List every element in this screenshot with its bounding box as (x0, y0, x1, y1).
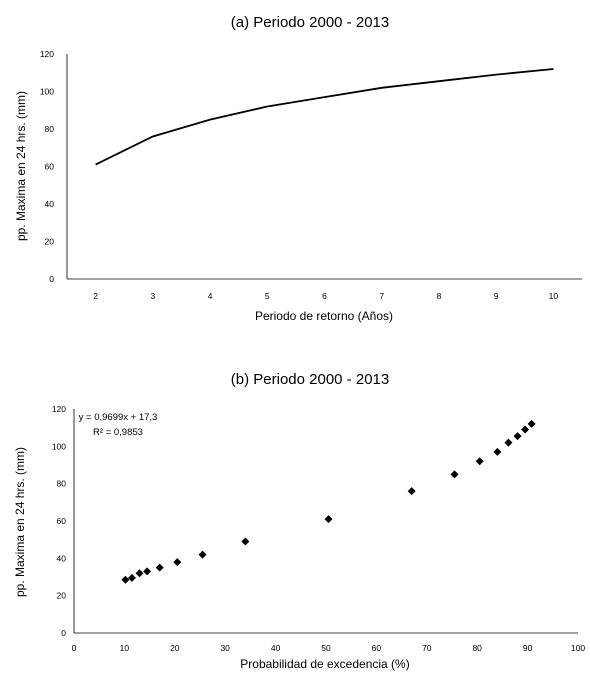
chart-b-x-tick-label: 20 (170, 643, 180, 653)
chart-b-data-point (173, 558, 182, 567)
chart-a-x-tick-label: 2 (93, 291, 98, 301)
chart-a-x-tick-label: 3 (150, 291, 155, 301)
chart-a-title: (a) Periodo 2000 - 2013 (231, 14, 389, 31)
chart-b-x-tick-label: 90 (523, 643, 533, 653)
chart-b-y-tick-label: 100 (52, 441, 66, 451)
chart-a-y-axis-title: pp. Maxima en 24 hrs. (mm) (14, 91, 28, 241)
chart-b-x-tick-label: 10 (120, 643, 130, 653)
chart-b-data-point (521, 425, 530, 434)
chart-a-y-tick-label: 120 (40, 49, 54, 59)
chart-b-y-tick-label: 120 (52, 404, 66, 414)
chart-b-data-point (407, 487, 416, 496)
chart-b-x-tick-label: 0 (72, 643, 77, 653)
chart-b-data-point (241, 537, 250, 546)
chart-b-data-point (475, 457, 484, 466)
chart-a-x-tick-label: 7 (379, 291, 384, 301)
chart-a-y-tick-label: 60 (45, 162, 55, 172)
chart-b-points (121, 419, 536, 584)
chart-b-data-point (450, 470, 459, 479)
chart-a-series-line (95, 68, 554, 166)
chart-b-y-tick-label: 20 (57, 591, 67, 601)
chart-b-x-tick-label: 40 (271, 643, 281, 653)
chart-b-data-point (121, 575, 130, 584)
chart-a-x-tick-label: 8 (437, 291, 442, 301)
chart-b-data-point (143, 567, 152, 576)
trendline-equation: y = 0,9699x + 17,3 (79, 412, 158, 423)
chart-b-x-tick-label: 70 (422, 643, 432, 653)
chart-b-x-tick-label: 60 (372, 643, 382, 653)
chart-b-y-tick-label: 0 (61, 628, 66, 638)
chart-b-y-axis-title: pp. Maxima en 24 hrs. (mm) (13, 447, 27, 597)
trendline-r-squared: R² = 0,9853 (93, 427, 143, 438)
chart-a-x-axis-title: Periodo de retorno (Años) (255, 309, 393, 323)
chart-a-x-ticks: 2 3 4 5 6 7 8 9 10 (93, 291, 558, 301)
chart-b-x-tick-label: 100 (571, 643, 585, 653)
chart-a-y-tick-label: 40 (45, 199, 55, 209)
chart-b-data-point (198, 550, 207, 559)
chart-b-x-tick-label: 80 (472, 643, 482, 653)
chart-b-y-ticks: 0 20 40 60 80 100 120 (52, 404, 66, 638)
chart-b-data-point (127, 573, 136, 582)
chart-a-y-tick-label: 20 (45, 237, 55, 247)
chart-b-data-point (324, 515, 333, 524)
chart-a-y-tick-label: 100 (40, 87, 54, 97)
chart-a-x-tick-label: 4 (208, 291, 213, 301)
chart-a-x-tick-label: 9 (494, 291, 499, 301)
chart-b-x-ticks: 0 10 20 30 40 50 60 70 80 90 100 (72, 643, 586, 653)
chart-b: (b) Periodo 2000 - 2013 pp. Maxima en 24… (13, 371, 585, 671)
chart-a-y-tick-label: 0 (49, 274, 54, 284)
chart-a-x-tick-label: 10 (549, 291, 559, 301)
chart-b-data-point (504, 438, 513, 447)
chart-b-data-point (135, 569, 144, 578)
chart-a-x-tick-label: 6 (322, 291, 327, 301)
chart-a: (a) Periodo 2000 - 2013 pp. Maxima en 24… (14, 14, 582, 323)
chart-b-x-axis-title: Probabilidad de excedencia (%) (240, 657, 409, 671)
chart-b-y-tick-label: 80 (57, 479, 67, 489)
chart-a-y-tick-label: 80 (45, 124, 55, 134)
chart-b-x-tick-label: 50 (321, 643, 331, 653)
chart-b-data-point (527, 419, 536, 428)
chart-b-data-point (155, 563, 164, 572)
chart-b-data-point (513, 432, 522, 441)
chart-b-data-point (493, 447, 502, 456)
chart-b-x-tick-label: 30 (220, 643, 230, 653)
chart-a-x-tick-label: 5 (265, 291, 270, 301)
chart-b-y-tick-label: 60 (57, 516, 67, 526)
chart-b-title: (b) Periodo 2000 - 2013 (231, 371, 389, 388)
chart-b-y-tick-label: 40 (57, 553, 67, 563)
chart-a-y-ticks: 0 20 40 60 80 100 120 (40, 49, 54, 284)
